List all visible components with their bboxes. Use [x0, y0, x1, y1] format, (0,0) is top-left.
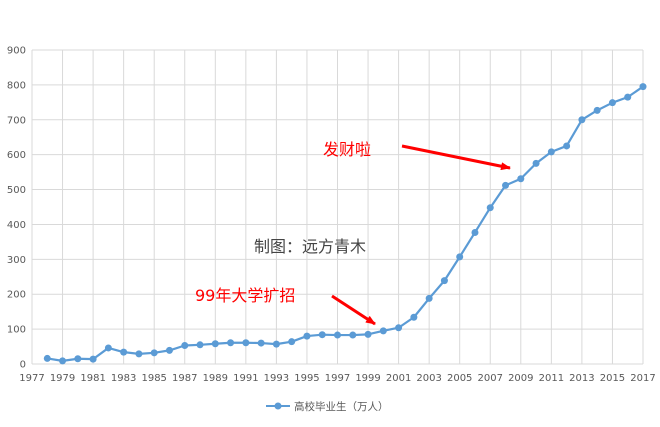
data-point — [639, 83, 647, 91]
data-point — [43, 354, 51, 362]
data-point — [624, 93, 632, 101]
data-point — [303, 332, 311, 340]
data-point — [74, 355, 82, 363]
legend-dot-marker — [274, 402, 282, 410]
annotation-rich-arrow — [401, 144, 511, 171]
data-point — [425, 294, 433, 302]
x-tick-label: 1979 — [50, 373, 75, 384]
x-tick-label: 1977 — [19, 373, 44, 384]
data-point — [227, 339, 235, 347]
x-tick-label: 2015 — [600, 373, 625, 384]
x-tick-label: 2007 — [478, 373, 503, 384]
gridlines — [31, 49, 644, 365]
y-tick-label: 900 — [7, 46, 26, 57]
data-point — [471, 228, 479, 236]
x-tick-label: 2001 — [386, 373, 411, 384]
y-tick-label: 500 — [7, 185, 26, 196]
y-tick-label: 800 — [7, 80, 26, 91]
x-tick-label: 1983 — [111, 373, 136, 384]
data-point — [349, 331, 357, 339]
data-point — [578, 116, 586, 124]
data-point — [364, 330, 372, 338]
data-point — [89, 355, 97, 363]
y-tick-label: 300 — [7, 255, 26, 266]
x-tick-label: 1981 — [80, 373, 105, 384]
y-tick-label: 700 — [7, 115, 26, 126]
annotation-expansion: 99年大学扩招 — [195, 286, 295, 305]
annotation-rich: 发财啦 — [323, 140, 371, 159]
chart-credit: 制图：远方青木 — [254, 237, 366, 256]
series-line — [47, 85, 644, 362]
x-tick-label: 2005 — [447, 373, 472, 384]
data-point — [410, 313, 418, 321]
data-point — [486, 204, 494, 212]
data-point — [517, 175, 525, 183]
data-point — [135, 350, 143, 358]
x-tick-label: 2011 — [539, 373, 564, 384]
x-tick-label: 1999 — [355, 373, 380, 384]
axes: 0 100 200 300 400 500 600 700 800 900 1977 1979 1981… — [7, 46, 656, 385]
data-point — [379, 327, 387, 335]
x-tick-label: 2017 — [630, 373, 655, 384]
x-tick-label: 1985 — [141, 373, 166, 384]
data-point — [272, 340, 280, 348]
x-tick-label: 1997 — [325, 373, 350, 384]
x-tick-label: 2003 — [416, 373, 441, 384]
data-point — [59, 357, 67, 365]
data-point — [608, 99, 616, 107]
data-point — [502, 181, 510, 189]
data-point — [547, 148, 555, 156]
data-point — [593, 106, 601, 114]
y-tick-label: 0 — [20, 360, 26, 371]
data-series — [43, 83, 647, 365]
x-tick-label: 1993 — [264, 373, 289, 384]
data-point — [165, 346, 173, 354]
data-point — [532, 159, 540, 167]
data-point — [196, 341, 204, 349]
annotation-expansion-arrow — [331, 294, 376, 326]
x-tick-label: 1991 — [233, 373, 258, 384]
y-tick-label: 200 — [7, 290, 26, 301]
data-point — [120, 348, 128, 356]
data-point — [456, 253, 464, 261]
y-tick-label: 600 — [7, 150, 26, 161]
data-point — [334, 331, 341, 339]
data-point — [211, 340, 219, 348]
data-point — [242, 339, 250, 347]
data-point — [318, 331, 326, 339]
legend-label: 高校毕业生（万人） — [294, 400, 389, 413]
data-point — [150, 349, 158, 357]
x-tick-label: 2013 — [569, 373, 594, 384]
legend: 高校毕业生（万人） — [266, 400, 389, 413]
data-point — [395, 324, 403, 332]
data-point — [563, 142, 571, 150]
data-point — [288, 338, 296, 346]
x-tick-label: 1989 — [203, 373, 228, 384]
data-point — [104, 344, 112, 352]
y-tick-label: 400 — [7, 220, 26, 231]
y-tick-label: 100 — [7, 325, 26, 336]
data-point — [181, 342, 189, 350]
data-point — [257, 339, 265, 347]
x-tick-label: 1987 — [172, 373, 197, 384]
data-point — [440, 277, 448, 285]
x-tick-label: 1995 — [294, 373, 319, 384]
x-tick-label: 2009 — [508, 373, 533, 384]
